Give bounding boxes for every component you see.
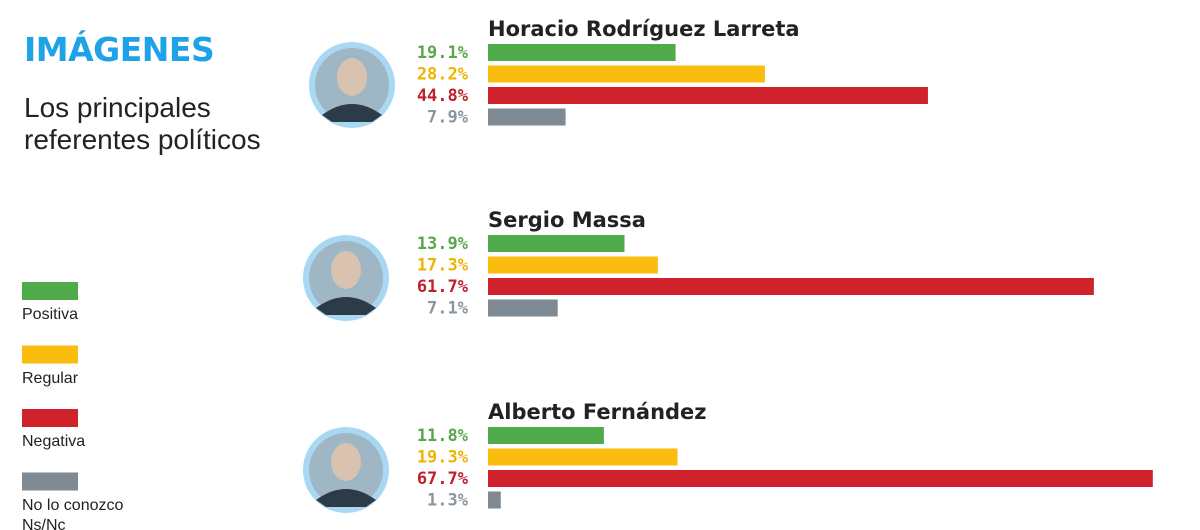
- legend-label: Negativa: [22, 433, 86, 450]
- bar: [488, 87, 928, 104]
- legend-label: No lo conozco Ns/Nc: [22, 496, 124, 530]
- chart-subtitle: Los principales referentes políticos: [24, 92, 261, 155]
- value-label: 19.1%: [417, 43, 469, 63]
- bar: [488, 470, 1153, 487]
- value-label: 61.7%: [417, 277, 469, 297]
- value-label: 1.3%: [427, 491, 469, 511]
- photo-body: [316, 489, 376, 507]
- photo-body: [316, 297, 376, 315]
- bar: [488, 44, 676, 61]
- photo-body: [322, 104, 382, 122]
- bar: [488, 299, 558, 317]
- person-name: Horacio Rodríguez Larreta: [488, 17, 800, 41]
- legend-swatch: [22, 409, 78, 427]
- legend-label: Positiva: [22, 306, 79, 323]
- value-label: 13.9%: [417, 234, 469, 254]
- bar: [488, 108, 566, 126]
- chart-title: IMÁGENES: [24, 30, 215, 69]
- value-label: 44.8%: [417, 86, 469, 106]
- value-label: 11.8%: [417, 426, 469, 446]
- value-label: 7.9%: [427, 108, 469, 128]
- photo-head: [331, 443, 361, 481]
- legend-swatch: [22, 472, 78, 491]
- legend-swatch: [22, 345, 78, 364]
- bar: [488, 256, 658, 274]
- legend-swatch: [22, 282, 78, 300]
- value-label: 19.3%: [417, 448, 469, 468]
- legend-label: Regular: [22, 369, 79, 387]
- value-label: 28.2%: [417, 65, 469, 85]
- bar: [488, 427, 604, 444]
- bar: [488, 235, 625, 252]
- value-label: 67.7%: [417, 469, 469, 489]
- person-name: Sergio Massa: [488, 208, 646, 232]
- value-label: 17.3%: [417, 256, 469, 276]
- photo-head: [331, 251, 361, 289]
- bar: [488, 278, 1094, 295]
- bar: [488, 448, 678, 466]
- photo-head: [337, 58, 367, 96]
- person-name: Alberto Fernández: [488, 400, 707, 424]
- value-label: 7.1%: [427, 299, 469, 319]
- bar: [488, 491, 501, 509]
- bar: [488, 65, 765, 83]
